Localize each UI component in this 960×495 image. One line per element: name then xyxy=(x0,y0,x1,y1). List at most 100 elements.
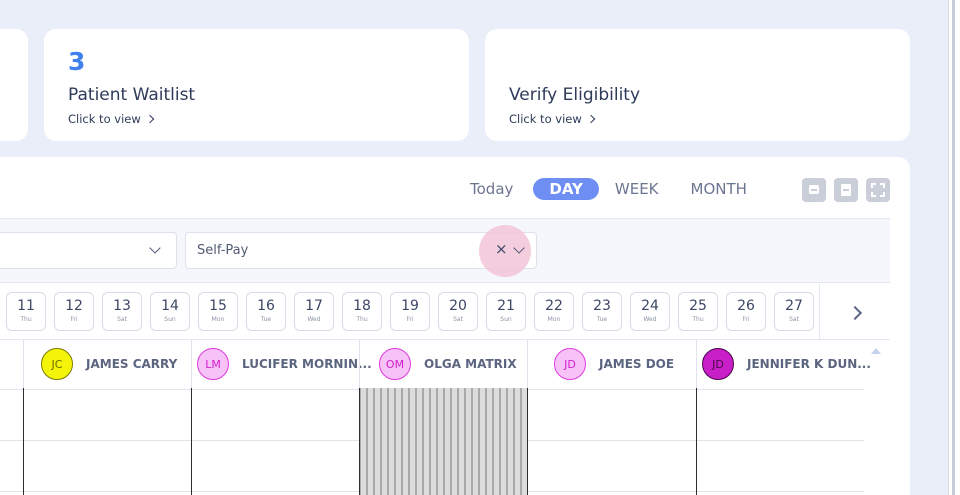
header-divider xyxy=(696,340,697,388)
provider-name: LUCIFER MORNIN... xyxy=(242,357,372,371)
waitlist-view-link[interactable]: Click to view xyxy=(68,112,154,126)
provider-header[interactable]: OM OLGA MATRIX xyxy=(379,340,517,388)
date-pill[interactable]: 18 Thu xyxy=(342,292,382,331)
column-divider xyxy=(696,388,697,495)
date-pill[interactable]: 20 Sat xyxy=(438,292,478,331)
avatar: LM xyxy=(197,348,229,380)
date-weekday: Thu xyxy=(692,316,704,323)
scroll-thumb[interactable] xyxy=(952,0,955,495)
payer-select[interactable]: Self-Pay xyxy=(185,232,537,269)
patient-waitlist-card[interactable]: 3 Patient Waitlist Click to view xyxy=(44,29,469,141)
eligibility-link-label: Click to view xyxy=(509,112,582,126)
month-view-button[interactable]: MONTH xyxy=(690,180,747,198)
chevron-right-icon xyxy=(847,305,863,321)
fullscreen-icon[interactable] xyxy=(866,178,890,202)
provider-header[interactable]: JC JAMES CARRY xyxy=(41,340,177,388)
date-number: 20 xyxy=(449,298,467,314)
date-number: 24 xyxy=(641,298,659,314)
header-divider xyxy=(359,340,360,388)
column-divider xyxy=(191,388,192,495)
date-pill[interactable]: 24 Wed xyxy=(630,292,670,331)
scroll-up-icon[interactable] xyxy=(871,348,881,354)
date-number: 19 xyxy=(401,298,419,314)
date-weekday: Sat xyxy=(117,316,127,323)
print-icon[interactable] xyxy=(802,178,826,202)
day-view-button[interactable]: DAY xyxy=(533,178,599,200)
waitlist-count: 3 xyxy=(68,47,86,76)
provider-header-row xyxy=(0,340,890,388)
provider-header[interactable]: LM LUCIFER MORNIN... xyxy=(197,340,372,388)
click-ripple xyxy=(479,225,531,277)
date-pill[interactable]: 23 Tue xyxy=(582,292,622,331)
date-weekday: Tue xyxy=(260,316,272,323)
date-number: 25 xyxy=(689,298,707,314)
save-icon[interactable] xyxy=(834,178,858,202)
date-pill[interactable]: 13 Sat xyxy=(102,292,142,331)
header-divider xyxy=(191,340,192,388)
date-number: 16 xyxy=(257,298,275,314)
header-divider xyxy=(527,340,528,388)
page-scrollbar[interactable] xyxy=(948,0,960,495)
date-number: 26 xyxy=(737,298,755,314)
date-number: 12 xyxy=(65,298,83,314)
date-number: 13 xyxy=(113,298,131,314)
column-divider xyxy=(527,388,528,495)
avatar: JC xyxy=(41,348,73,380)
date-weekday: Thu xyxy=(356,316,368,323)
date-pill[interactable]: 21 Sun xyxy=(486,292,526,331)
date-number: 15 xyxy=(209,298,227,314)
date-pill[interactable]: 25 Thu xyxy=(678,292,718,331)
next-dates-button[interactable] xyxy=(819,284,890,339)
chevron-down-icon xyxy=(149,242,161,254)
date-number: 27 xyxy=(785,298,803,314)
column-divider xyxy=(359,388,360,495)
date-weekday: Thu xyxy=(20,316,32,323)
provider-header[interactable]: JD JENNIFER K DUN... xyxy=(702,340,871,388)
chevron-right-icon xyxy=(586,114,595,124)
view-switch: Today DAY WEEK MONTH xyxy=(470,178,747,200)
provider-header[interactable]: JD JAMES DOE xyxy=(554,340,674,388)
eligibility-view-link[interactable]: Click to view xyxy=(509,112,595,126)
date-number: 17 xyxy=(305,298,323,314)
date-weekday: Sat xyxy=(789,316,799,323)
summary-card-partial xyxy=(0,29,28,141)
avatar: JD xyxy=(554,348,586,380)
avatar: OM xyxy=(379,348,411,380)
provider-name: JAMES CARRY xyxy=(86,357,178,371)
date-pill[interactable]: 26 Fri xyxy=(726,292,766,331)
provider-name: JENNIFER K DUN... xyxy=(747,357,871,371)
today-button[interactable]: Today xyxy=(470,180,514,198)
date-number: 14 xyxy=(161,298,179,314)
date-pill[interactable]: 19 Fri xyxy=(390,292,430,331)
clear-icon[interactable]: × xyxy=(495,240,508,258)
date-weekday: Mon xyxy=(211,316,225,323)
verify-eligibility-card[interactable]: Verify Eligibility Click to view xyxy=(485,29,910,141)
date-weekday: Fri xyxy=(406,316,414,323)
avatar: JD xyxy=(702,348,734,380)
date-pill[interactable]: 15 Mon xyxy=(198,292,238,331)
date-weekday: Mon xyxy=(547,316,561,323)
date-pill[interactable]: 12 Fri xyxy=(54,292,94,331)
date-pill[interactable]: 16 Tue xyxy=(246,292,286,331)
date-number: 22 xyxy=(545,298,563,314)
payer-select-value: Self-Pay xyxy=(197,243,249,258)
date-pill[interactable]: 27 Sat xyxy=(774,292,814,331)
date-weekday: Fri xyxy=(70,316,78,323)
provider-name: OLGA MATRIX xyxy=(424,357,517,371)
week-view-button[interactable]: WEEK xyxy=(614,180,659,198)
date-pill[interactable]: 11 Thu xyxy=(6,292,46,331)
column-divider xyxy=(23,388,24,495)
blocked-time-slot xyxy=(359,388,527,495)
date-weekday: Wed xyxy=(643,316,657,323)
waitlist-title: Patient Waitlist xyxy=(68,85,196,105)
date-weekday: Sun xyxy=(500,316,512,323)
date-pill[interactable]: 14 Sun xyxy=(150,292,190,331)
date-pill[interactable]: 17 Wed xyxy=(294,292,334,331)
provider-name: JAMES DOE xyxy=(599,357,675,371)
date-weekday: Sat xyxy=(453,316,463,323)
waitlist-link-label: Click to view xyxy=(68,112,141,126)
first-filter-select[interactable] xyxy=(0,232,177,269)
date-weekday: Fri xyxy=(742,316,750,323)
eligibility-title: Verify Eligibility xyxy=(509,85,641,105)
date-pill[interactable]: 22 Mon xyxy=(534,292,574,331)
